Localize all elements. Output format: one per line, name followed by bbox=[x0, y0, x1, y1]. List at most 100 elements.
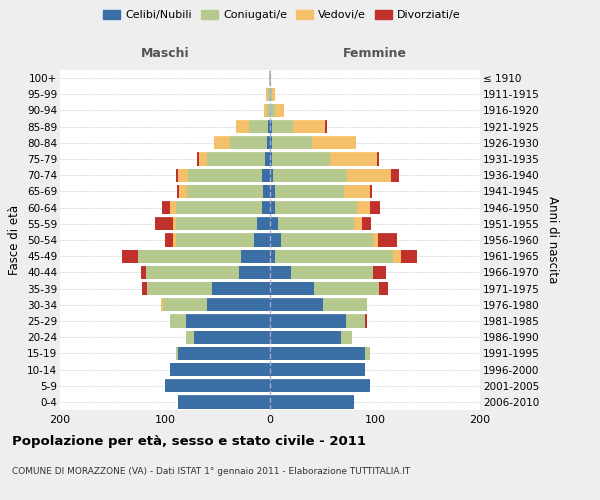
Bar bbox=[293, 120, 325, 134]
Bar bbox=[281, 234, 373, 246]
Bar bbox=[267, 104, 270, 117]
Bar bbox=[365, 314, 367, 328]
Bar bbox=[272, 120, 293, 134]
Text: Maschi: Maschi bbox=[140, 48, 190, 60]
Bar bbox=[346, 314, 365, 328]
Bar bbox=[236, 120, 249, 134]
Bar bbox=[142, 282, 147, 295]
Bar bbox=[362, 217, 371, 230]
Bar bbox=[272, 152, 330, 166]
Bar bbox=[263, 185, 270, 198]
Bar bbox=[270, 185, 275, 198]
Bar bbox=[176, 234, 254, 246]
Bar bbox=[207, 152, 265, 166]
Bar bbox=[187, 185, 263, 198]
Bar bbox=[179, 185, 187, 198]
Bar bbox=[170, 314, 186, 328]
Bar bbox=[312, 136, 356, 149]
Bar bbox=[365, 346, 370, 360]
Bar bbox=[155, 217, 173, 230]
Bar bbox=[176, 168, 178, 182]
Bar bbox=[401, 250, 417, 263]
Bar bbox=[377, 152, 379, 166]
Bar bbox=[178, 168, 188, 182]
Bar bbox=[341, 330, 352, 344]
Bar bbox=[373, 234, 378, 246]
Bar bbox=[270, 120, 272, 134]
Bar bbox=[357, 201, 370, 214]
Bar bbox=[378, 234, 397, 246]
Bar bbox=[391, 168, 399, 182]
Bar bbox=[249, 120, 268, 134]
Bar bbox=[188, 168, 262, 182]
Bar bbox=[291, 266, 373, 279]
Bar bbox=[173, 217, 176, 230]
Bar bbox=[178, 346, 270, 360]
Bar bbox=[207, 298, 270, 312]
Bar bbox=[268, 88, 270, 101]
Bar bbox=[262, 201, 270, 214]
Bar bbox=[264, 104, 267, 117]
Bar bbox=[265, 152, 270, 166]
Bar bbox=[194, 330, 270, 344]
Bar bbox=[370, 185, 372, 198]
Bar bbox=[162, 201, 170, 214]
Bar bbox=[176, 346, 178, 360]
Bar bbox=[270, 201, 275, 214]
Bar bbox=[176, 185, 179, 198]
Bar bbox=[270, 217, 278, 230]
Bar bbox=[278, 217, 354, 230]
Bar bbox=[354, 217, 362, 230]
Bar bbox=[186, 330, 194, 344]
Bar bbox=[314, 282, 379, 295]
Bar bbox=[170, 363, 270, 376]
Bar bbox=[270, 266, 291, 279]
Bar bbox=[275, 185, 343, 198]
Bar bbox=[163, 298, 207, 312]
Bar bbox=[379, 282, 388, 295]
Bar bbox=[138, 250, 241, 263]
Bar bbox=[254, 234, 270, 246]
Bar bbox=[370, 201, 380, 214]
Bar bbox=[270, 136, 272, 149]
Bar bbox=[270, 346, 365, 360]
Bar bbox=[270, 168, 273, 182]
Bar bbox=[269, 72, 270, 85]
Bar bbox=[241, 250, 270, 263]
Bar bbox=[146, 266, 239, 279]
Bar bbox=[212, 282, 270, 295]
Bar bbox=[325, 120, 327, 134]
Bar bbox=[275, 201, 357, 214]
Bar bbox=[267, 136, 270, 149]
Bar bbox=[343, 185, 370, 198]
Bar bbox=[257, 217, 270, 230]
Bar bbox=[268, 120, 270, 134]
Bar bbox=[270, 88, 272, 101]
Bar bbox=[272, 88, 275, 101]
Bar bbox=[165, 379, 270, 392]
Bar bbox=[270, 234, 281, 246]
Bar bbox=[330, 152, 377, 166]
Text: Popolazione per età, sesso e stato civile - 2011: Popolazione per età, sesso e stato civil… bbox=[12, 435, 366, 448]
Bar bbox=[262, 168, 270, 182]
Bar bbox=[270, 72, 271, 85]
Bar bbox=[270, 282, 314, 295]
Bar bbox=[147, 282, 212, 295]
Bar bbox=[270, 379, 370, 392]
Bar bbox=[273, 168, 347, 182]
Bar bbox=[170, 201, 176, 214]
Legend: Celibi/Nubili, Coniugati/e, Vedovi/e, Divorziati/e: Celibi/Nubili, Coniugati/e, Vedovi/e, Di… bbox=[99, 6, 465, 25]
Bar bbox=[214, 136, 230, 149]
Bar bbox=[270, 363, 365, 376]
Bar bbox=[165, 234, 173, 246]
Bar bbox=[239, 266, 270, 279]
Bar bbox=[270, 314, 346, 328]
Bar bbox=[173, 234, 176, 246]
Bar bbox=[266, 88, 268, 101]
Bar bbox=[141, 266, 146, 279]
Bar bbox=[347, 168, 391, 182]
Bar bbox=[270, 298, 323, 312]
Bar bbox=[270, 250, 275, 263]
Bar bbox=[178, 396, 270, 408]
Bar bbox=[176, 201, 262, 214]
